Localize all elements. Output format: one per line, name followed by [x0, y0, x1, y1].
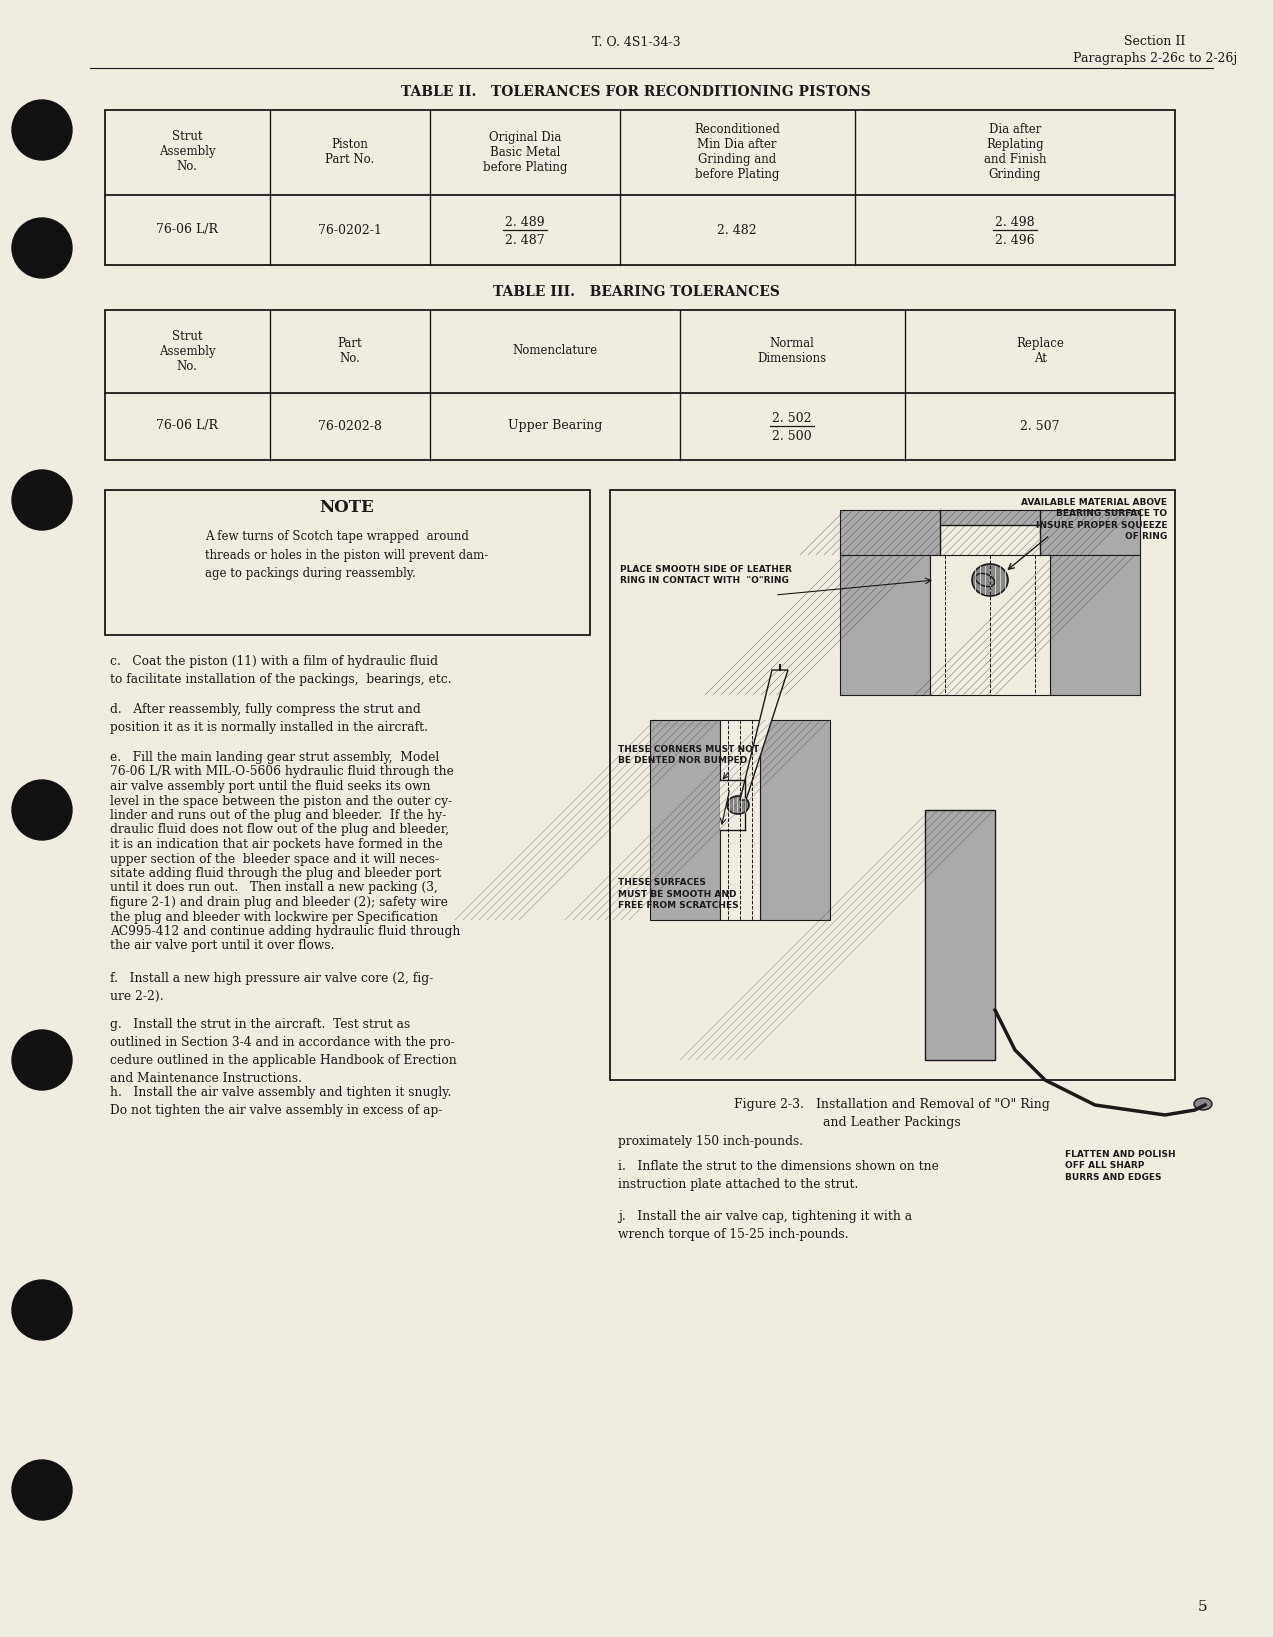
Text: 2. 502: 2. 502: [773, 411, 812, 424]
Text: 76-06 L/R with MIL-O-5606 hydraulic fluid through the: 76-06 L/R with MIL-O-5606 hydraulic flui…: [109, 766, 454, 779]
Text: T. O. 4S1-34-3: T. O. 4S1-34-3: [592, 36, 680, 49]
Text: Paragraphs 2-26c to 2-26j: Paragraphs 2-26c to 2-26j: [1073, 52, 1237, 65]
Text: c.   Coat the piston (11) with a film of hydraulic fluid
to facilitate installat: c. Coat the piston (11) with a film of h…: [109, 655, 452, 686]
Text: until it does run out.   Then install a new packing (3,: until it does run out. Then install a ne…: [109, 881, 438, 894]
Text: upper section of the  bleeder space and it will neces-: upper section of the bleeder space and i…: [109, 853, 439, 866]
Text: AVAILABLE MATERIAL ABOVE
BEARING SURFACE TO
INSURE PROPER SQUEEZE
OF RING: AVAILABLE MATERIAL ABOVE BEARING SURFACE…: [1021, 498, 1167, 542]
Text: NOTE: NOTE: [320, 499, 374, 517]
Ellipse shape: [973, 565, 1008, 596]
Bar: [610, 489, 1175, 1080]
Text: Section II: Section II: [1124, 34, 1185, 47]
Text: 2. 507: 2. 507: [1020, 419, 1059, 432]
Text: Strut
Assembly
No.: Strut Assembly No.: [159, 329, 215, 373]
Bar: [760, 720, 830, 920]
Bar: [651, 720, 721, 920]
Text: i.   Inflate the strut to the dimensions shown on tne
instruction plate attached: i. Inflate the strut to the dimensions s…: [617, 1161, 939, 1192]
Text: 2. 487: 2. 487: [505, 234, 545, 247]
Circle shape: [11, 1030, 73, 1090]
Text: Part
No.: Part No.: [337, 337, 363, 365]
Text: A few turns of Scotch tape wrapped  around
threads or holes in the piston will p: A few turns of Scotch tape wrapped aroun…: [205, 530, 489, 579]
Text: Original Dia
Basic Metal
before Plating: Original Dia Basic Metal before Plating: [482, 131, 568, 174]
Text: d.   After reassembly, fully compress the strut and
position it as it is normall: d. After reassembly, fully compress the …: [109, 702, 428, 733]
Circle shape: [11, 1280, 73, 1341]
Text: air valve assembly port until the fluid seeks its own: air valve assembly port until the fluid …: [109, 779, 430, 792]
Text: linder and runs out of the plug and bleeder.  If the hy-: linder and runs out of the plug and blee…: [109, 809, 447, 822]
Text: Replace
At: Replace At: [1016, 337, 1064, 365]
Text: 5: 5: [1198, 1599, 1208, 1614]
Text: Piston
Part No.: Piston Part No.: [326, 138, 374, 165]
Text: Figure 2-3.   Installation and Removal of "O" Ring
and Leather Packings: Figure 2-3. Installation and Removal of …: [735, 1098, 1050, 1130]
Text: TABLE III.   BEARING TOLERANCES: TABLE III. BEARING TOLERANCES: [493, 285, 779, 300]
Circle shape: [11, 779, 73, 840]
Text: 76-0202-1: 76-0202-1: [318, 224, 382, 236]
Text: 76-0202-8: 76-0202-8: [318, 419, 382, 432]
Text: 2. 500: 2. 500: [773, 429, 812, 442]
Text: FLATTEN AND POLISH
OFF ALL SHARP
BURRS AND EDGES: FLATTEN AND POLISH OFF ALL SHARP BURRS A…: [1066, 1151, 1176, 1182]
Text: 76-06 L/R: 76-06 L/R: [157, 224, 218, 236]
Bar: [721, 720, 760, 920]
Text: proximately 150 inch-pounds.: proximately 150 inch-pounds.: [617, 1134, 803, 1148]
Text: Normal
Dimensions: Normal Dimensions: [757, 337, 826, 365]
Bar: [104, 309, 1175, 460]
Text: Strut
Assembly
No.: Strut Assembly No.: [159, 131, 215, 174]
Text: the plug and bleeder with lockwire per Specification: the plug and bleeder with lockwire per S…: [109, 910, 438, 923]
Text: figure 2-1) and drain plug and bleeder (2); safety wire: figure 2-1) and drain plug and bleeder (…: [109, 895, 448, 909]
Circle shape: [11, 100, 73, 160]
Ellipse shape: [1194, 1098, 1212, 1110]
Text: Upper Bearing: Upper Bearing: [508, 419, 602, 432]
Text: level in the space between the piston and the outer cy-: level in the space between the piston an…: [109, 794, 452, 807]
Text: Dia after
Replating
and Finish
Grinding: Dia after Replating and Finish Grinding: [984, 123, 1046, 182]
Text: 2. 482: 2. 482: [717, 224, 757, 236]
Text: e.   Fill the main landing gear strut assembly,  Model: e. Fill the main landing gear strut asse…: [109, 751, 439, 764]
Bar: [939, 525, 1040, 560]
Polygon shape: [740, 670, 788, 800]
Bar: [1050, 555, 1141, 696]
Ellipse shape: [975, 573, 994, 586]
Bar: [104, 110, 1175, 265]
Circle shape: [11, 218, 73, 278]
Bar: [931, 555, 1050, 696]
Text: g.   Install the strut in the aircraft.  Test strut as
outlined in Section 3-4 a: g. Install the strut in the aircraft. Te…: [109, 1018, 457, 1085]
Text: THESE CORNERS MUST NOT
BE DENTED NOR BUMPED: THESE CORNERS MUST NOT BE DENTED NOR BUM…: [617, 745, 759, 764]
Text: 76-06 L/R: 76-06 L/R: [157, 419, 218, 432]
Text: f.   Install a new high pressure air valve core (2, fig-
ure 2-2).: f. Install a new high pressure air valve…: [109, 972, 433, 1003]
Text: TABLE II.   TOLERANCES FOR RECONDITIONING PISTONS: TABLE II. TOLERANCES FOR RECONDITIONING …: [401, 85, 871, 98]
Text: Reconditioned
Min Dia after
Grinding and
before Plating: Reconditioned Min Dia after Grinding and…: [694, 123, 780, 182]
Text: Nomenclature: Nomenclature: [513, 344, 597, 357]
Text: 2. 489: 2. 489: [505, 216, 545, 229]
Text: it is an indication that air pockets have formed in the: it is an indication that air pockets hav…: [109, 838, 443, 851]
Bar: [840, 555, 931, 696]
Text: the air valve port until it over flows.: the air valve port until it over flows.: [109, 940, 335, 953]
Circle shape: [11, 470, 73, 530]
Text: 2. 496: 2. 496: [995, 234, 1035, 247]
Text: THESE SURFACES
MUST BE SMOOTH AND
FREE FROM SCRATCHES: THESE SURFACES MUST BE SMOOTH AND FREE F…: [617, 877, 738, 910]
Text: AC995-412 and continue adding hydraulic fluid through: AC995-412 and continue adding hydraulic …: [109, 925, 461, 938]
Bar: [104, 489, 589, 635]
Circle shape: [11, 1460, 73, 1521]
Ellipse shape: [727, 796, 749, 814]
Bar: [925, 810, 995, 1061]
Text: 2. 498: 2. 498: [995, 216, 1035, 229]
Text: j.   Install the air valve cap, tightening it with a
wrench torque of 15-25 inch: j. Install the air valve cap, tightening…: [617, 1210, 913, 1241]
Text: draulic fluid does not flow out of the plug and bleeder,: draulic fluid does not flow out of the p…: [109, 823, 449, 837]
Text: h.   Install the air valve assembly and tighten it snugly.
Do not tighten the ai: h. Install the air valve assembly and ti…: [109, 1085, 452, 1116]
Bar: [840, 511, 1141, 555]
Bar: [721, 779, 745, 830]
Text: PLACE SMOOTH SIDE OF LEATHER
RING IN CONTACT WITH  "O"RING: PLACE SMOOTH SIDE OF LEATHER RING IN CON…: [620, 565, 792, 586]
Text: sitate adding fluid through the plug and bleeder port: sitate adding fluid through the plug and…: [109, 868, 442, 881]
